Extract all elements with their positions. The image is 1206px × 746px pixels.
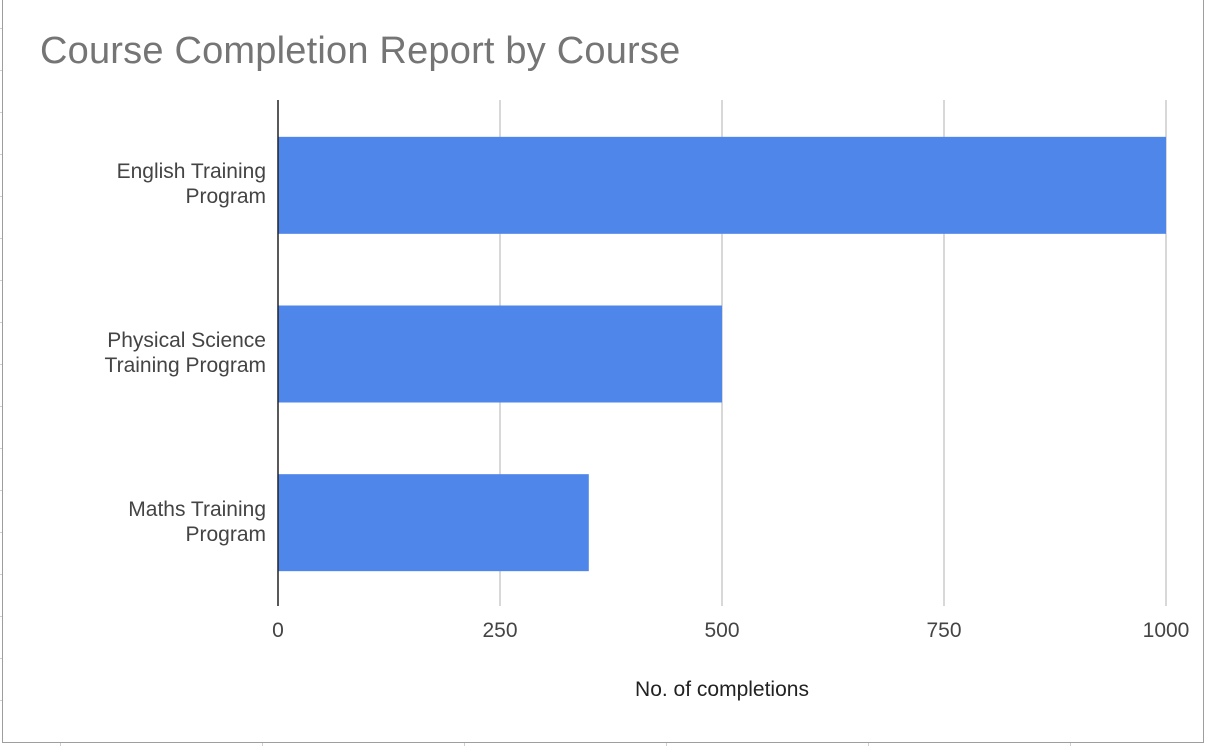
bar-0 xyxy=(278,136,1166,234)
edge-tick xyxy=(0,196,2,197)
x-tick-label-500: 500 xyxy=(704,619,740,642)
category-label-line: Physical Science xyxy=(107,329,266,352)
category-label-line: Program xyxy=(185,185,266,209)
edge-tick xyxy=(0,574,2,575)
edge-tick xyxy=(0,658,2,659)
edge-tick xyxy=(0,448,2,449)
edge-tick xyxy=(262,743,263,746)
chart-title: Course Completion Report by Course xyxy=(40,30,681,72)
edge-tick xyxy=(0,238,2,239)
bar-1 xyxy=(278,305,722,403)
edge-tick xyxy=(868,743,869,746)
edge-tick xyxy=(1070,743,1071,746)
edge-tick xyxy=(0,700,2,701)
x-axis-title: No. of completions xyxy=(635,678,809,701)
x-tick-label-0: 0 xyxy=(272,619,284,642)
edge-tick xyxy=(60,743,61,746)
category-label-line: Maths Training xyxy=(128,497,266,521)
edge-tick xyxy=(0,28,2,29)
category-label-line: Program xyxy=(185,522,266,546)
edge-tick xyxy=(0,364,2,365)
edge-tick xyxy=(0,490,2,491)
category-label-line: Training Program xyxy=(104,354,266,377)
edge-tick xyxy=(0,112,2,113)
x-tick-label-750: 750 xyxy=(926,619,962,642)
edge-tick xyxy=(0,154,2,155)
edge-tick xyxy=(0,406,2,407)
x-tick-label-1000: 1000 xyxy=(1142,619,1190,642)
edge-tick xyxy=(0,70,2,71)
x-tick-label-250: 250 xyxy=(482,619,518,642)
category-label-1: Physical Science Training Program xyxy=(26,328,266,378)
edge-tick xyxy=(0,532,2,533)
edge-tick xyxy=(0,616,2,617)
category-label-2: Maths Training Program xyxy=(26,497,266,547)
category-label-0: English Training Program xyxy=(26,159,266,209)
bar-2 xyxy=(278,474,589,572)
edge-tick xyxy=(0,322,2,323)
edge-tick xyxy=(464,743,465,746)
edge-tick xyxy=(666,743,667,746)
category-label-line: English Training xyxy=(116,160,266,184)
edge-tick xyxy=(0,280,2,281)
